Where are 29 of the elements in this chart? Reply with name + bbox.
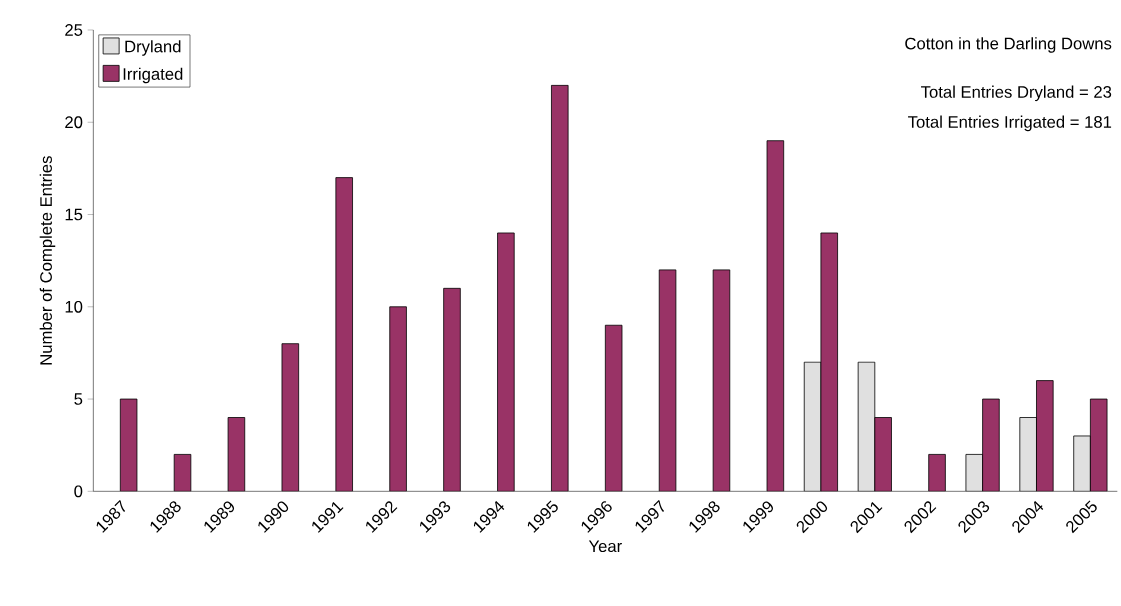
- bar: [497, 232, 515, 492]
- y-axis-title: Number of Complete Entries: [39, 156, 56, 365]
- y-tick-label: 20: [65, 116, 83, 129]
- bar: [604, 324, 623, 492]
- bar: [119, 398, 138, 492]
- bar: [658, 269, 677, 492]
- bar: [1073, 435, 1091, 492]
- y-tick-label: 0: [74, 485, 83, 498]
- bar: [335, 177, 353, 492]
- y-tick-label: 10: [65, 300, 83, 313]
- y-tick-label: 25: [65, 24, 83, 36]
- bar: [928, 454, 946, 492]
- bar: [551, 84, 569, 492]
- y-tick-label: 5: [74, 393, 83, 405]
- annotation: Cotton in the Darling Downs: [905, 37, 1112, 53]
- bar: [227, 417, 246, 492]
- annotation: Total Entries Irrigated = 181: [908, 115, 1112, 132]
- x-axis-title: Year: [588, 540, 622, 553]
- legend-label: Irrigated: [123, 67, 183, 84]
- bar: [712, 269, 731, 492]
- bar: [766, 140, 785, 492]
- bar: [1019, 417, 1037, 492]
- bar: [443, 287, 461, 492]
- annotation: Total Entries Dryland = 23: [921, 85, 1112, 102]
- bar: [281, 343, 300, 492]
- bar: [389, 306, 407, 492]
- legend-label: Dryland: [125, 40, 181, 56]
- bar: [173, 454, 192, 492]
- y-tick-label: 15: [65, 208, 83, 221]
